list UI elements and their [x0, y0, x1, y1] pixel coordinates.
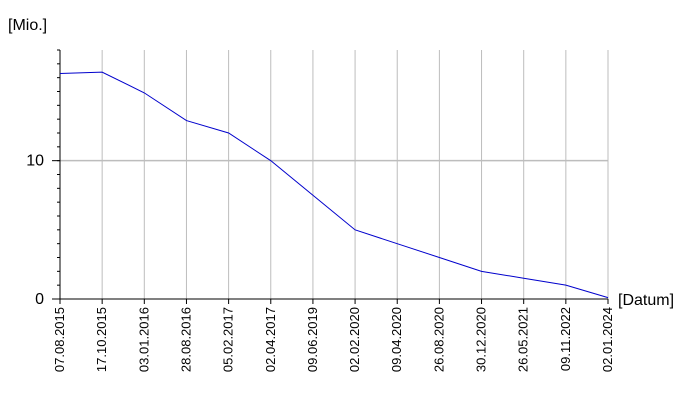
x-tick-label: 09.04.2020 [389, 307, 404, 372]
x-tick-label: 02.04.2017 [263, 307, 278, 372]
x-tick-label: 05.02.2017 [221, 307, 236, 372]
x-tick-label: 28.08.2016 [178, 307, 193, 372]
x-ticks: 07.08.2015 17.10.2015 03.01.2016 28.08.2016… [52, 299, 615, 372]
y-axis-title: [Mio.] [8, 17, 47, 34]
x-tick-label: 26.08.2020 [431, 307, 446, 372]
x-tick-label: 17.10.2015 [94, 307, 109, 372]
x-tick-label: 07.08.2015 [52, 307, 67, 372]
x-tick-label: 09.06.2019 [305, 307, 320, 372]
x-tick-label: 26.05.2021 [516, 307, 531, 372]
x-tick-label: 09.11.2022 [558, 307, 573, 371]
y-tick-label: 0 [35, 291, 44, 308]
y-ticks: 0 10 [26, 153, 60, 308]
x-tick-label: 30.12.2020 [474, 307, 489, 372]
x-tick-label: 02.01.2024 [600, 307, 615, 372]
series-line [59, 71, 609, 299]
grid-lines [60, 50, 609, 299]
y-tick-label: 10 [26, 153, 44, 170]
x-tick-label: 03.01.2016 [136, 307, 151, 372]
x-tick-label: 02.02.2020 [347, 307, 362, 372]
x-axis-title: [Datum] [618, 292, 674, 309]
